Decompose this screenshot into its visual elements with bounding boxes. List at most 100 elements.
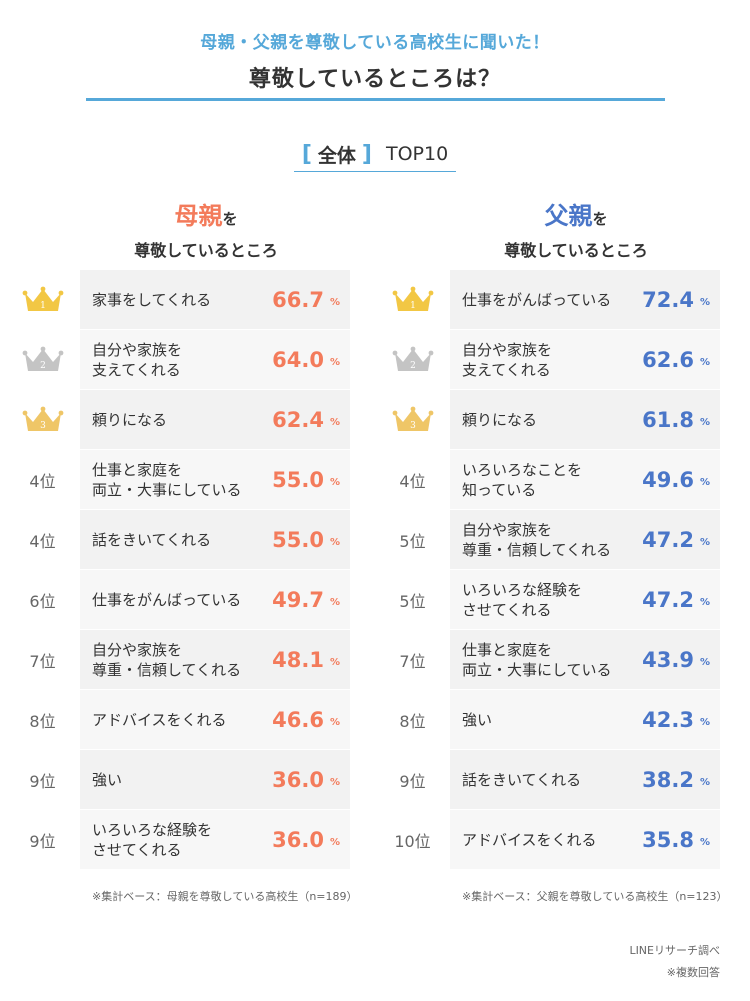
rank-label: 9位 xyxy=(399,772,426,791)
mother-heading-name: 母親 xyxy=(174,202,223,230)
item-label: 自分や家族を 尊重・信頼してくれる xyxy=(462,520,612,559)
page-title: 尊敬しているところは？ xyxy=(248,67,502,92)
ranking-cell: 自分や家族を 支えてくれる 62.6% xyxy=(450,330,720,389)
father-heading-particle: を xyxy=(592,210,608,228)
percent-value: 38.2 xyxy=(642,767,694,792)
scope-tag: [ 全体 ] TOP10 xyxy=(294,136,456,172)
source-label: LINEリサーチ調べ xyxy=(629,944,720,957)
mother-ranking-table: 1 家事をしてくれる 66.7% 2 自分や家族を 支えてくれる 64.0% 3 頼りになる 6… xyxy=(5,270,350,870)
father-heading-sub: 尊敬しているところ xyxy=(504,241,648,260)
father-base-note: ※集計ベース：父親を尊敬している高校生（n=123） xyxy=(462,890,728,903)
item-label: 話をきいてくれる xyxy=(462,770,582,789)
ranking-cell: 仕事をがんばっている 49.7% xyxy=(80,570,350,629)
mother-heading-sub: 尊敬しているところ xyxy=(134,241,278,260)
percent-unit: % xyxy=(699,537,710,548)
svg-text:1: 1 xyxy=(410,301,416,311)
percent-unit: % xyxy=(329,477,340,488)
crown-icon: 2 xyxy=(375,330,450,390)
ranking-row: 2 自分や家族を 支えてくれる 62.6% xyxy=(375,330,720,390)
ranking-row: 4位 話をきいてくれる 55.0% xyxy=(5,510,350,570)
rank-label: 9位 xyxy=(29,772,56,791)
item-label: いろいろな経験を させてくれる xyxy=(92,820,213,859)
mother-heading: 母親を 尊敬しているところ xyxy=(86,196,326,261)
percent-value: 49.6 xyxy=(642,467,694,492)
rank-label: 5位 xyxy=(399,532,426,551)
percent-value: 72.4 xyxy=(642,287,694,312)
percent-unit: % xyxy=(699,417,710,428)
father-heading: 父親を 尊敬しているところ xyxy=(456,196,696,261)
ranking-row: 5位 いろいろな経験を させてくれる 47.2% xyxy=(375,570,720,630)
percent-unit: % xyxy=(329,717,340,728)
item-label: 仕事と家庭を 両立・大事にしている xyxy=(462,640,612,679)
item-label: 頼りになる xyxy=(462,410,538,429)
percent-unit: % xyxy=(699,717,710,728)
rank-label: 10位 xyxy=(394,832,431,851)
percent-unit: % xyxy=(329,597,340,608)
ranking-cell: いろいろな経験を させてくれる 36.0% xyxy=(80,810,350,869)
percent-unit: % xyxy=(329,657,340,668)
item-label: アドバイスをくれる xyxy=(462,830,597,849)
page-header: 母親・父親を尊敬している高校生に聞いた！ 尊敬しているところは？ xyxy=(0,28,750,93)
ranking-cell: 自分や家族を 尊重・信頼してくれる 47.2% xyxy=(450,510,720,569)
percent-unit: % xyxy=(699,477,710,488)
percent-value: 47.2 xyxy=(642,587,694,612)
svg-text:1: 1 xyxy=(40,301,46,311)
item-label: 強い xyxy=(462,710,493,729)
top10-label: TOP10 xyxy=(385,143,449,165)
percent-value: 64.0 xyxy=(272,347,324,372)
item-label: 家事をしてくれる xyxy=(92,290,212,309)
item-label: アドバイスをくれる xyxy=(92,710,227,729)
item-label: いろいろなことを 知っている xyxy=(462,460,583,499)
item-label: 話をきいてくれる xyxy=(92,530,212,549)
bracket-open: [ xyxy=(301,141,312,167)
ranking-cell: 仕事をがんばっている 72.4% xyxy=(450,270,720,329)
percent-unit: % xyxy=(329,297,340,308)
ranking-row: 1 仕事をがんばっている 72.4% xyxy=(375,270,720,330)
percent-value: 43.9 xyxy=(642,647,694,672)
crown-icon: 3 xyxy=(375,390,450,450)
ranking-row: 9位 強い 36.0% xyxy=(5,750,350,810)
multiple-answer-note: ※複数回答 xyxy=(666,966,720,979)
item-label: 仕事をがんばっている xyxy=(462,290,612,309)
item-label: 自分や家族を 尊重・信頼してくれる xyxy=(92,640,242,679)
item-label: 仕事と家庭を 両立・大事にしている xyxy=(92,460,242,499)
svg-text:3: 3 xyxy=(410,421,416,431)
percent-value: 49.7 xyxy=(272,587,324,612)
percent-value: 42.3 xyxy=(642,707,694,732)
rank-label: 4位 xyxy=(399,472,426,491)
scope-label: 全体 xyxy=(317,144,356,167)
item-label: 頼りになる xyxy=(92,410,168,429)
ranking-cell: 強い 42.3% xyxy=(450,690,720,749)
percent-unit: % xyxy=(329,357,340,368)
percent-unit: % xyxy=(699,597,710,608)
ranking-row: 4位 いろいろなことを 知っている 49.6% xyxy=(375,450,720,510)
mother-heading-particle: を xyxy=(222,210,238,228)
ranking-cell: 強い 36.0% xyxy=(80,750,350,809)
ranking-row: 5位 自分や家族を 尊重・信頼してくれる 47.2% xyxy=(375,510,720,570)
father-ranking-table: 1 仕事をがんばっている 72.4% 2 自分や家族を 支えてくれる 62.6% 3 頼りにな… xyxy=(375,270,720,870)
ranking-cell: 話をきいてくれる 38.2% xyxy=(450,750,720,809)
percent-value: 35.8 xyxy=(642,827,694,852)
svg-text:3: 3 xyxy=(40,421,46,431)
percent-value: 62.6 xyxy=(642,347,694,372)
item-label: 仕事をがんばっている xyxy=(92,590,242,609)
item-label: 強い xyxy=(92,770,123,789)
rank-label: 9位 xyxy=(29,832,56,851)
ranking-cell: 頼りになる 61.8% xyxy=(450,390,720,449)
crown-icon: 2 xyxy=(5,330,80,390)
percent-unit: % xyxy=(699,837,710,848)
percent-value: 62.4 xyxy=(272,407,324,432)
percent-unit: % xyxy=(329,777,340,788)
percent-value: 36.0 xyxy=(272,827,324,852)
rank-label: 6位 xyxy=(29,592,56,611)
percent-unit: % xyxy=(699,357,710,368)
percent-value: 66.7 xyxy=(272,287,324,312)
percent-value: 48.1 xyxy=(272,647,324,672)
percent-value: 61.8 xyxy=(642,407,694,432)
ranking-row: 7位 仕事と家庭を 両立・大事にしている 43.9% xyxy=(375,630,720,690)
ranking-cell: いろいろな経験を させてくれる 47.2% xyxy=(450,570,720,629)
crown-icon: 3 xyxy=(5,390,80,450)
ranking-cell: 頼りになる 62.4% xyxy=(80,390,350,449)
percent-unit: % xyxy=(699,777,710,788)
mother-base-note: ※集計ベース：母親を尊敬している高校生（n=189） xyxy=(92,890,358,903)
